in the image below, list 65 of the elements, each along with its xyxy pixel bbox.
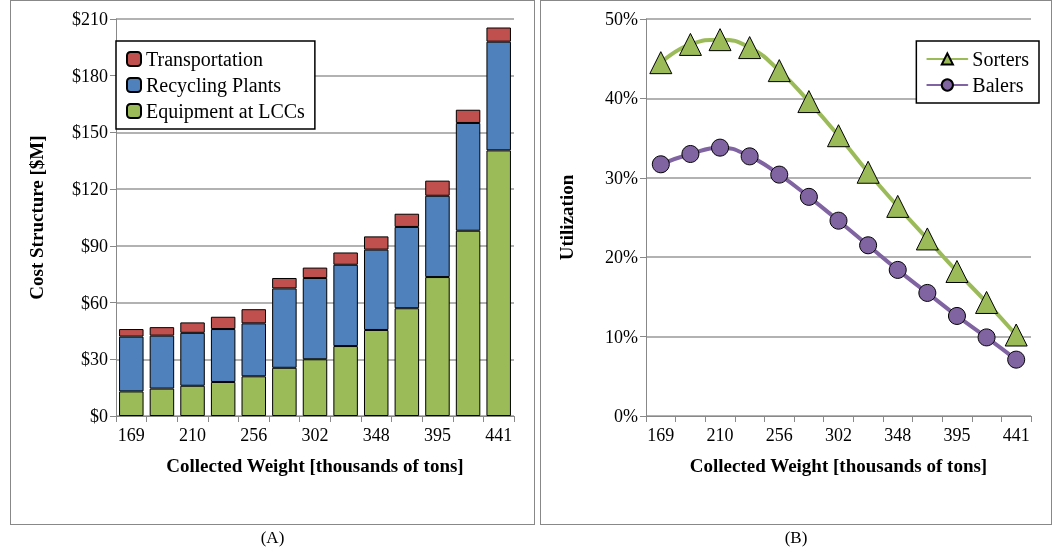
x-tick-label: 210 (706, 425, 734, 445)
point (651, 155, 670, 174)
y-tick-label: 10% (605, 326, 638, 347)
point (767, 59, 791, 83)
point (678, 32, 702, 56)
y-axis-title: Utilization (556, 174, 577, 261)
point (918, 283, 937, 302)
legend-label: Equipment at LCCs (146, 100, 306, 123)
legend-label: Transportation (146, 48, 264, 71)
x-tick-label: 441 (485, 425, 513, 445)
y-tick-label: 50% (605, 9, 638, 29)
legend-label: Recycling Plants (146, 74, 282, 97)
point (708, 28, 732, 52)
x-tick-label: 348 (362, 425, 390, 445)
point (1004, 323, 1028, 347)
x-tick-label: 169 (647, 425, 675, 445)
point (977, 328, 996, 347)
x-tick-label: 256 (240, 425, 268, 445)
x-axis-title: Collected Weight [thousands of tons] (689, 455, 988, 476)
y-tick-label: $0 (90, 406, 108, 426)
x-tick-label: 210 (179, 425, 207, 445)
point (681, 144, 700, 163)
point (829, 211, 848, 230)
x-tick-label: 256 (765, 425, 793, 445)
point (738, 36, 762, 60)
x-tick-label: 441 (1002, 425, 1030, 445)
y-tick-label: 20% (605, 247, 638, 268)
point (947, 306, 966, 325)
point (975, 290, 999, 314)
point (770, 165, 789, 184)
legend-label: Sorters (972, 48, 1030, 70)
y-tick-label: $180 (72, 65, 108, 86)
y-tick-label: $120 (72, 179, 108, 200)
x-axis-title: Collected Weight [thousands of tons] (166, 455, 464, 476)
point (856, 160, 880, 184)
y-tick-label: $90 (81, 235, 108, 256)
point (649, 51, 673, 75)
point (888, 260, 907, 279)
y-axis-title: Cost Structure [$M] (26, 135, 47, 300)
x-tick-label: 395 (423, 425, 451, 445)
x-tick-label: 302 (825, 425, 852, 445)
point (711, 138, 730, 157)
point (859, 236, 878, 255)
y-tick-label: $210 (72, 9, 108, 29)
point (827, 124, 850, 148)
point (797, 90, 821, 114)
point (915, 227, 939, 251)
point (945, 259, 969, 283)
point (799, 187, 818, 206)
text: (B) (783, 528, 809, 548)
x-tick-label: 169 (117, 425, 145, 445)
point (1007, 350, 1026, 369)
y-tick-label: $30 (81, 349, 108, 370)
x-tick-label: 348 (884, 425, 912, 445)
text: (A) (259, 528, 286, 548)
y-tick-label: 0% (614, 406, 638, 426)
point (886, 194, 910, 218)
y-tick-label: $60 (81, 292, 108, 313)
y-tick-label: $150 (72, 122, 108, 143)
y-tick-label: 40% (605, 88, 638, 109)
x-tick-label: 395 (943, 425, 971, 445)
point (740, 147, 759, 166)
y-tick-label: 30% (605, 167, 638, 188)
legend-label: Balers (972, 74, 1024, 96)
x-tick-label: 302 (301, 425, 329, 445)
